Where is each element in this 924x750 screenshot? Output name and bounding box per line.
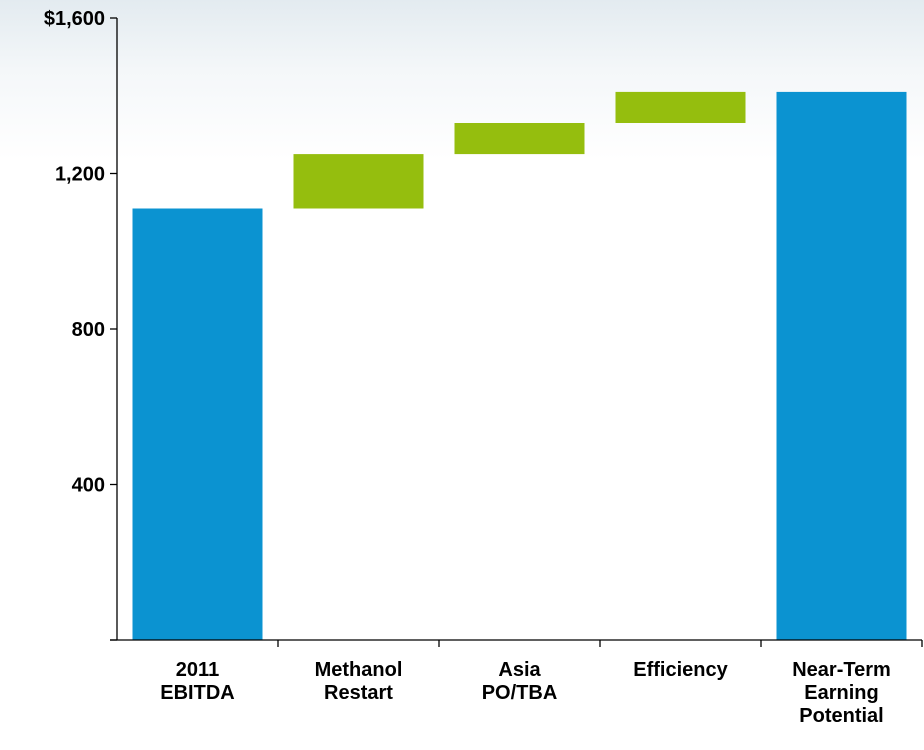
y-tick-label: 800	[72, 319, 105, 341]
labels-layer: 400 800 1,200 $1,600 2011 EBITDA Methanol Resta…	[44, 8, 891, 727]
x-category-label: Asia PO/TBA	[482, 659, 558, 704]
total-bar	[132, 208, 263, 640]
x-category-label: Efficiency	[633, 659, 728, 681]
bars-layer	[132, 91, 907, 640]
x-category-label: Near-Term Earning Potential	[792, 659, 891, 727]
x-category-label: 2011 EBITDA	[160, 659, 234, 704]
increment-bar	[454, 123, 585, 155]
y-tick-label: 400	[72, 475, 105, 497]
y-tick-label: $1,600	[44, 8, 105, 30]
x-category-label: Methanol Restart	[315, 659, 403, 704]
increment-bar	[293, 154, 424, 209]
increment-bar	[615, 91, 746, 123]
total-bar	[776, 91, 907, 640]
axis-layer	[110, 17, 923, 647]
y-tick-label: 1,200	[55, 164, 105, 186]
